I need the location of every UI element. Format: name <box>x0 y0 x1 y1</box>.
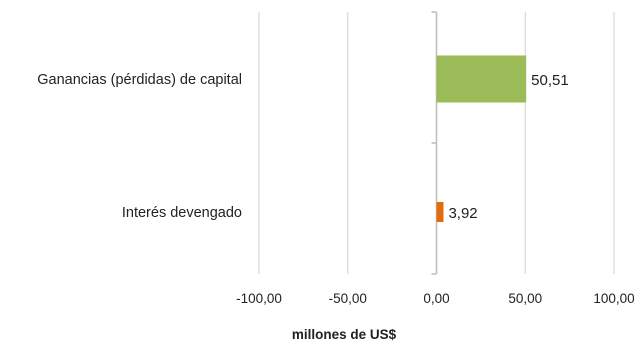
x-tick-label: 0,00 <box>423 291 449 306</box>
x-axis-title: millones de US$ <box>292 327 397 342</box>
bars <box>436 55 527 222</box>
category-axis <box>431 11 438 275</box>
bar <box>436 55 527 103</box>
x-tick-label: -50,00 <box>329 291 367 306</box>
x-tick-label: -100,00 <box>236 291 282 306</box>
data-label: 3,92 <box>448 205 477 222</box>
data-label: 50,51 <box>531 72 569 89</box>
x-tick-label: 50,00 <box>508 291 542 306</box>
bar <box>436 202 444 222</box>
labels: -100,00 -50,00 0,00 50,00 100,00 Ganancias (p… <box>37 72 634 306</box>
category-label: Ganancias (pérdidas) de capital <box>37 72 242 88</box>
category-label: Interés devengado <box>122 205 242 221</box>
x-tick-label: 100,00 <box>593 291 634 306</box>
